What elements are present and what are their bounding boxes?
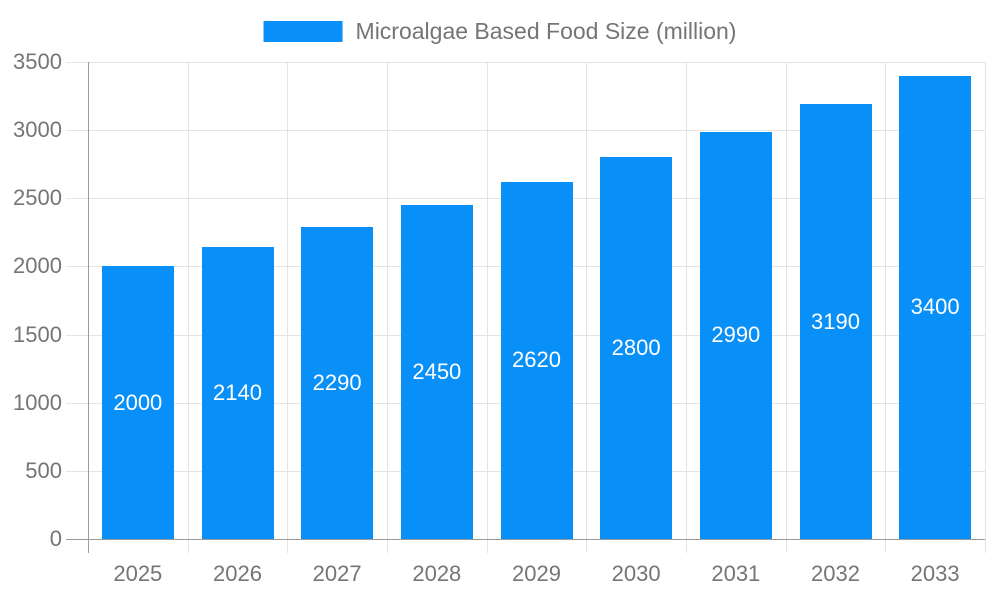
y-axis-tick-label: 0 <box>49 526 62 551</box>
bar-value-label: 2800 <box>611 335 661 361</box>
y-axis-tick-label: 2000 <box>13 253 62 279</box>
bar-value-label: 2990 <box>711 322 761 348</box>
x-axis-tick-label: 2031 <box>711 561 761 586</box>
y-axis-tick-label: 2500 <box>13 185 62 211</box>
bar-2025[interactable]: 2000 <box>101 266 174 539</box>
legend-label: Microalgae Based Food Size (million) <box>355 18 737 44</box>
bar-value-label: 2620 <box>512 347 561 373</box>
bar-2027[interactable]: 2290 <box>301 226 374 539</box>
plot-area: 0 500 1000 1500 2000 2500 3000 3500 2000 2025 2140… <box>13 51 986 585</box>
bar-2032[interactable]: 3190 <box>799 104 872 539</box>
x-axis-tick-label: 2026 <box>213 561 262 586</box>
x-gridline <box>785 62 787 553</box>
x-gridline <box>486 62 488 553</box>
bar-value-label: 2290 <box>312 369 362 395</box>
y-gridline <box>66 130 985 132</box>
x-gridline <box>187 62 189 553</box>
bar-2026[interactable]: 2140 <box>201 247 274 539</box>
y-axis-tick-label: 3500 <box>13 49 62 74</box>
y-gridline <box>66 62 985 63</box>
y-axis-tick-label: 1500 <box>13 321 62 347</box>
bar-value-label: 2450 <box>412 359 462 385</box>
x-axis-tick-label: 2030 <box>611 561 661 586</box>
x-axis-line <box>66 539 985 540</box>
bar-2029[interactable]: 2620 <box>500 181 573 539</box>
bar-value-label: 2140 <box>213 380 262 406</box>
x-axis-tick-label: 2032 <box>811 561 860 586</box>
x-axis-tick-label: 2033 <box>910 561 960 586</box>
x-gridline <box>686 62 687 553</box>
x-gridline <box>885 62 887 553</box>
x-axis-tick-label: 2028 <box>412 561 462 586</box>
x-axis-tick-label: 2027 <box>312 561 362 586</box>
bar-value-label: 3190 <box>811 308 860 334</box>
x-axis-tick-label: 2029 <box>512 561 561 586</box>
x-gridline <box>287 62 289 553</box>
bar-value-label: 2000 <box>113 389 163 415</box>
x-gridline <box>985 62 986 553</box>
bar-2028[interactable]: 2450 <box>400 205 473 539</box>
y-axis-tick-label: 3000 <box>13 117 62 143</box>
x-gridline <box>387 62 388 553</box>
legend-swatch <box>263 21 343 42</box>
x-axis-tick-label: 2025 <box>113 561 163 586</box>
x-gridline <box>586 62 588 553</box>
y-axis-tick-label: 1000 <box>13 389 62 415</box>
bar-value-label: 3400 <box>910 294 960 320</box>
bar-2030[interactable]: 2800 <box>600 157 673 539</box>
chart-legend[interactable]: Microalgae Based Food Size (million) <box>263 18 737 45</box>
y-axis-line <box>88 62 89 553</box>
bar-2031[interactable]: 2990 <box>699 131 772 539</box>
bar-2033[interactable]: 3400 <box>899 75 972 539</box>
y-axis-tick-label: 500 <box>25 457 62 483</box>
